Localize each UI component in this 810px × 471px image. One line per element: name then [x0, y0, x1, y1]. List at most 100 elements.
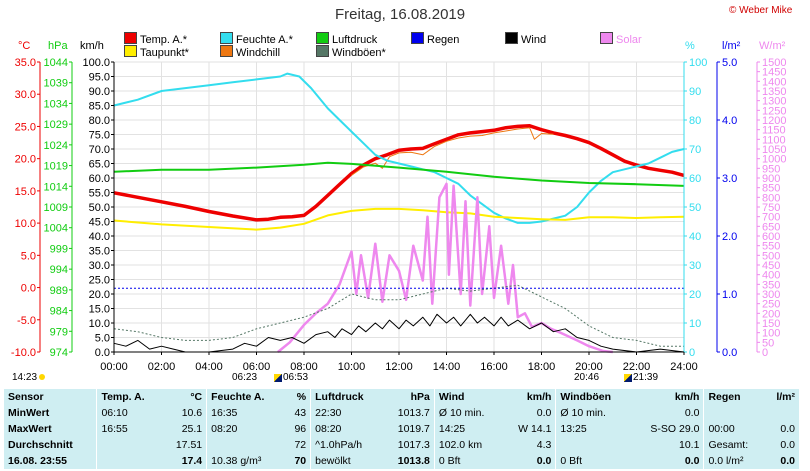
credit-label: © Weber Mike: [729, 5, 793, 16]
stats-cell: 16:35: [206, 405, 286, 421]
solar-axis-tick-label: 950: [762, 163, 780, 175]
stats-cell: 0.0: [684, 455, 700, 467]
stats-cell: 1019.7: [397, 423, 430, 435]
pressure-axis-tick-label: 1044: [44, 57, 68, 69]
x-tick-label: 24:00: [670, 361, 698, 373]
wind-axis-tick-label: 90.0: [89, 86, 110, 98]
stats-cell: 0.0: [684, 407, 700, 419]
pressure-axis-tick-label: 1014: [44, 181, 68, 193]
stats-cell: Feuchte A.: [206, 389, 286, 405]
legend-item: Taupunkt*: [124, 45, 189, 59]
stats-cell: ^1.0hPa/h: [310, 437, 383, 453]
x-tick-label: 22:00: [623, 361, 651, 373]
pressure-axis-tick-label: 1039: [44, 78, 68, 90]
pressure-axis-tick-label: 1034: [44, 98, 68, 110]
solar-axis-tick-label: 800: [762, 192, 780, 204]
stats-cell: l/m²: [776, 391, 795, 403]
legend-swatch: [220, 32, 233, 44]
humidity-axis-tick-label: 30: [689, 260, 701, 272]
x-tick-label: 16:00: [480, 361, 508, 373]
legend-item: Luftdruck: [316, 32, 377, 46]
wind-axis-tick-label: 5.0: [95, 333, 110, 345]
stats-cell: Gesamt:: [703, 437, 766, 453]
humidity-axis-tick-label: 70: [689, 144, 701, 156]
humidity-axis-tick-label: 80: [689, 115, 701, 127]
axis-title-solar: W/m²: [759, 40, 786, 52]
stats-cell: [206, 437, 286, 453]
wind-axis-tick-label: 45.0: [89, 217, 110, 229]
legend-item: Regen: [411, 32, 459, 46]
stats-cell: 08:20: [310, 421, 383, 437]
series-taupunkt: [113, 207, 685, 231]
stats-cell: 10.1: [679, 439, 700, 451]
stats-cell: [96, 453, 163, 469]
temp-axis-tick-label: 30.0: [15, 89, 36, 101]
stats-cell: 16:55: [96, 421, 163, 437]
stats-cell: S-SO 29.0: [650, 423, 700, 435]
stats-table: Sensor Temp. A. °C Feuchte A.% Luftdruck hPa W…: [4, 389, 799, 469]
rain-axis-tick-label: 0.0: [722, 347, 737, 359]
legend-label: Solar: [616, 34, 642, 46]
solar-axis-tick-label: 350: [762, 279, 780, 291]
solar-axis-tick-label: 1400: [762, 76, 786, 88]
temp-axis-tick-label: 0.0: [21, 283, 36, 295]
stats-cell: 08:20: [206, 421, 286, 437]
solar-axis-tick-label: 200: [762, 308, 780, 320]
stats-cell: Windböen: [555, 389, 631, 405]
pressure-axis-tick-label: 1019: [44, 161, 68, 173]
pressure-axis-tick-label: 1024: [44, 140, 68, 152]
stats-cell: 17.4: [181, 455, 203, 467]
grid: [113, 61, 685, 353]
axis-title-temp: °C: [18, 40, 31, 52]
temp-axis-tick-label: -5.0: [17, 315, 36, 327]
stats-row: MinWert 06:10 10.6 16:35 43 22:30 1013.7 Ø 10 m…: [4, 405, 799, 421]
stats-cell: [555, 437, 631, 453]
axis-title-wind: km/h: [80, 40, 104, 52]
stats-cell: MaxWert: [8, 423, 52, 435]
legend-label: Windböen*: [332, 47, 386, 59]
solar-axis-tick-label: 150: [762, 318, 780, 330]
stats-cell: Ø 10 min.: [433, 405, 503, 421]
stats-cell: °C: [190, 391, 203, 403]
legend-label: Taupunkt*: [140, 47, 189, 59]
stats-cell: 17.51: [175, 439, 203, 451]
stats-cell: 00:00: [703, 421, 766, 437]
solar-axis-tick-label: 1500: [762, 57, 786, 69]
pressure-axis-tick-label: 1029: [44, 119, 68, 131]
stats-row: MaxWert 16:55 25.1 08:20 96 08:20 1019.7 14:25 W…: [4, 421, 799, 437]
axis-title-pressure: hPa: [48, 40, 68, 52]
wind-axis-tick-label: 35.0: [89, 246, 110, 258]
stats-cell: 0.0: [536, 455, 552, 467]
stats-cell: 72: [294, 439, 307, 451]
legend-swatch: [316, 45, 329, 57]
pressure-axis-tick-label: 989: [50, 285, 68, 297]
stats-cell: km/h: [526, 391, 552, 403]
wind-axis-tick-label: 25.0: [89, 275, 110, 287]
wind-axis-tick-label: 85.0: [89, 101, 110, 113]
stats-cell: Regen: [703, 389, 766, 405]
series-windb-en: [113, 284, 684, 347]
pressure-axis-tick-label: 1004: [44, 223, 68, 235]
solar-axis-tick-label: 1350: [762, 86, 786, 98]
stats-cell: 1013.8: [397, 455, 430, 467]
chart-title: Freitag, 16.08.2019: [335, 6, 466, 23]
legend-item: Wind: [505, 32, 546, 46]
rain-axis-tick-label: 2.0: [722, 231, 737, 243]
wind-axis-tick-label: 100.0: [82, 57, 110, 69]
wind-axis-tick-label: 15.0: [89, 304, 110, 316]
series-temp-a: [113, 124, 685, 222]
stats-row: 16.08. 23:55 17.4 10.38 g/m³ 70 bewölkt 1013.…: [4, 453, 799, 469]
stats-cell: %: [296, 391, 307, 403]
now-time: 14:23: [12, 372, 46, 383]
x-tick-label: 00:00: [100, 361, 128, 373]
x-tick-label: 04:00: [195, 361, 223, 373]
temp-axis-tick-label: 10.0: [15, 218, 36, 230]
stats-cell: hPa: [410, 391, 430, 403]
stats-cell: [96, 437, 163, 453]
temp-axis-tick-label: 15.0: [15, 186, 36, 198]
legend-item: Windböen*: [316, 45, 386, 59]
humidity-axis-tick-label: 40: [689, 231, 701, 243]
wind-axis-tick-label: 0.0: [95, 347, 110, 359]
legend-item: Solar: [600, 32, 642, 46]
stats-cell: 06:10: [96, 405, 163, 421]
